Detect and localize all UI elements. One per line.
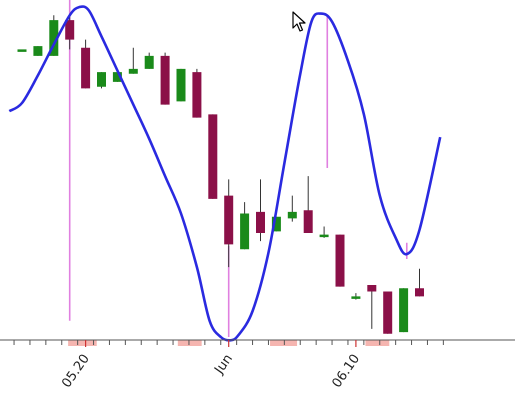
candle-body-6 xyxy=(112,72,122,82)
candle-body-21 xyxy=(351,296,361,299)
highlight-band-2 xyxy=(270,340,298,346)
candle-4 xyxy=(81,39,91,89)
candle-12 xyxy=(208,114,218,199)
candle-body-9 xyxy=(160,55,170,105)
candle-body-20 xyxy=(335,234,345,287)
candle-25 xyxy=(415,268,424,297)
candle-16 xyxy=(271,216,281,232)
candle-body-16 xyxy=(271,216,281,232)
candle-body-18 xyxy=(303,210,313,233)
candle-20 xyxy=(335,234,345,287)
spike-layer xyxy=(68,0,408,337)
candle-21 xyxy=(351,293,361,300)
candle-body-22 xyxy=(367,285,377,292)
candle-1 xyxy=(33,46,43,56)
candle-body-17 xyxy=(287,211,297,219)
candle-body-4 xyxy=(81,47,91,89)
candle-body-12 xyxy=(208,114,218,199)
x-tick-label-0: 05.20 xyxy=(59,352,93,391)
candle-body-15 xyxy=(256,211,265,233)
candle-body-25 xyxy=(415,288,424,297)
x-axis-labels: 05.20 Jun 06.10 xyxy=(59,340,363,391)
candle-8 xyxy=(144,52,154,69)
highlight-layer xyxy=(68,340,390,346)
highlight-band-1 xyxy=(177,340,202,346)
candle-body-8 xyxy=(144,55,154,69)
candle-6 xyxy=(112,72,122,82)
candle-body-7 xyxy=(128,68,138,74)
highlight-band-0 xyxy=(68,340,97,346)
candle-body-0 xyxy=(17,49,27,52)
highlight-band-3 xyxy=(365,340,390,346)
candle-body-5 xyxy=(97,72,106,87)
candle-body-23 xyxy=(383,291,393,334)
candle-body-13 xyxy=(224,195,234,245)
x-tick-label-1: Jun xyxy=(211,352,236,378)
candle-17 xyxy=(287,195,297,222)
x-axis xyxy=(0,339,515,345)
candle-body-10 xyxy=(176,68,186,102)
candle-body-2 xyxy=(49,20,59,56)
candle-15 xyxy=(256,179,265,242)
candle-18 xyxy=(303,176,313,233)
candle-14 xyxy=(240,202,250,250)
candle-11 xyxy=(192,68,202,118)
candle-7 xyxy=(128,47,138,74)
candle-body-14 xyxy=(240,213,250,250)
candle-24 xyxy=(399,288,409,333)
candle-2 xyxy=(49,15,59,56)
candle-body-3 xyxy=(65,20,75,40)
candle-10 xyxy=(176,68,186,102)
candle-layer xyxy=(17,15,424,334)
candle-9 xyxy=(160,52,170,105)
candle-5 xyxy=(97,72,106,89)
candle-body-11 xyxy=(192,72,202,118)
candle-19 xyxy=(319,226,329,238)
candle-body-19 xyxy=(319,234,329,238)
candle-0 xyxy=(17,49,27,52)
candle-13 xyxy=(224,179,234,268)
candle-3 xyxy=(65,15,75,50)
candle-body-24 xyxy=(399,288,409,333)
candle-22 xyxy=(367,285,377,329)
candle-body-1 xyxy=(33,46,43,56)
mouse-pointer-icon xyxy=(292,11,306,32)
candle-23 xyxy=(383,291,393,334)
x-tick-label-2: 06.10 xyxy=(330,352,364,391)
